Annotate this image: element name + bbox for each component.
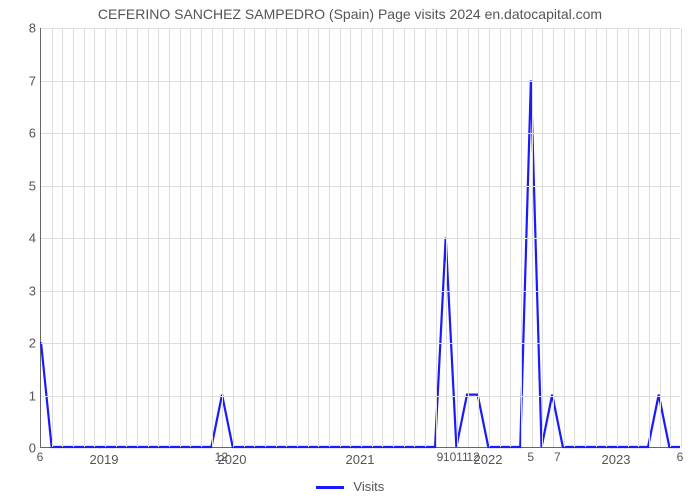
gridline-v: [436, 28, 437, 447]
gridline-v: [532, 28, 533, 447]
y-tick-label: 0: [6, 441, 36, 456]
gridline-v: [478, 28, 479, 447]
y-tick-label: 7: [6, 73, 36, 88]
y-tick-label: 1: [6, 388, 36, 403]
gridline-v: [425, 28, 426, 447]
gridline-v: [116, 28, 117, 447]
y-tick-label: 8: [6, 21, 36, 36]
data-point-label: 6: [677, 450, 684, 464]
gridline-v: [126, 28, 127, 447]
gridline-v: [414, 28, 415, 447]
gridline-v: [62, 28, 63, 447]
gridline-v: [318, 28, 319, 447]
gridline-v: [94, 28, 95, 447]
gridline-v: [254, 28, 255, 447]
plot-area: [40, 28, 680, 448]
gridline-v: [148, 28, 149, 447]
data-point-label: 12: [215, 450, 228, 464]
gridline-v: [222, 28, 223, 447]
chart-container: CEFERINO SANCHEZ SAMPEDRO (Spain) Page v…: [0, 0, 700, 500]
gridline-v: [361, 28, 362, 447]
gridline-v: [606, 28, 607, 447]
gridline-v: [628, 28, 629, 447]
gridline-v: [201, 28, 202, 447]
gridline-v: [190, 28, 191, 447]
gridline-v: [596, 28, 597, 447]
gridline-v: [649, 28, 650, 447]
gridline-v: [169, 28, 170, 447]
data-point-label: 12: [466, 450, 479, 464]
data-point-label: 6: [37, 450, 44, 464]
gridline-v: [105, 28, 106, 447]
gridline-v: [350, 28, 351, 447]
y-tick-label: 6: [6, 126, 36, 141]
gridline-v: [446, 28, 447, 447]
y-tick-label: 3: [6, 283, 36, 298]
gridline-v: [617, 28, 618, 447]
data-point-label: 7: [554, 450, 561, 464]
gridline-v: [180, 28, 181, 447]
gridline-v: [137, 28, 138, 447]
gridline-v: [393, 28, 394, 447]
legend: Visits: [0, 479, 700, 494]
y-tick-label: 5: [6, 178, 36, 193]
gridline-v: [670, 28, 671, 447]
gridline-v: [510, 28, 511, 447]
gridline-v: [382, 28, 383, 447]
gridline-v: [468, 28, 469, 447]
gridline-v: [52, 28, 53, 447]
gridline-v: [84, 28, 85, 447]
data-point-label: 5: [527, 450, 534, 464]
legend-label: Visits: [353, 479, 384, 494]
gridline-v: [660, 28, 661, 447]
gridline-v: [521, 28, 522, 447]
y-tick-label: 4: [6, 231, 36, 246]
gridline-v: [574, 28, 575, 447]
gridline-v: [158, 28, 159, 447]
gridline-v: [404, 28, 405, 447]
y-tick-label: 2: [6, 336, 36, 351]
legend-swatch: [316, 486, 344, 489]
x-tick-label: 2019: [90, 452, 119, 467]
x-tick-label: 2021: [346, 452, 375, 467]
gridline-v: [542, 28, 543, 447]
gridline-v: [233, 28, 234, 447]
gridline-v: [372, 28, 373, 447]
gridline-v: [276, 28, 277, 447]
gridline-v: [489, 28, 490, 447]
gridline-v: [340, 28, 341, 447]
gridline-v: [73, 28, 74, 447]
gridline-v: [212, 28, 213, 447]
gridline-v: [638, 28, 639, 447]
gridline-v: [585, 28, 586, 447]
chart-title: CEFERINO SANCHEZ SAMPEDRO (Spain) Page v…: [0, 6, 700, 22]
gridline-v: [457, 28, 458, 447]
data-point-label: 10: [443, 450, 456, 464]
gridline-v: [286, 28, 287, 447]
gridline-v: [265, 28, 266, 447]
gridline-v: [329, 28, 330, 447]
gridline-v: [564, 28, 565, 447]
gridline-v: [681, 28, 682, 447]
gridline-v: [308, 28, 309, 447]
gridline-v: [244, 28, 245, 447]
x-tick-label: 2023: [602, 452, 631, 467]
gridline-v: [553, 28, 554, 447]
gridline-v: [500, 28, 501, 447]
gridline-v: [297, 28, 298, 447]
